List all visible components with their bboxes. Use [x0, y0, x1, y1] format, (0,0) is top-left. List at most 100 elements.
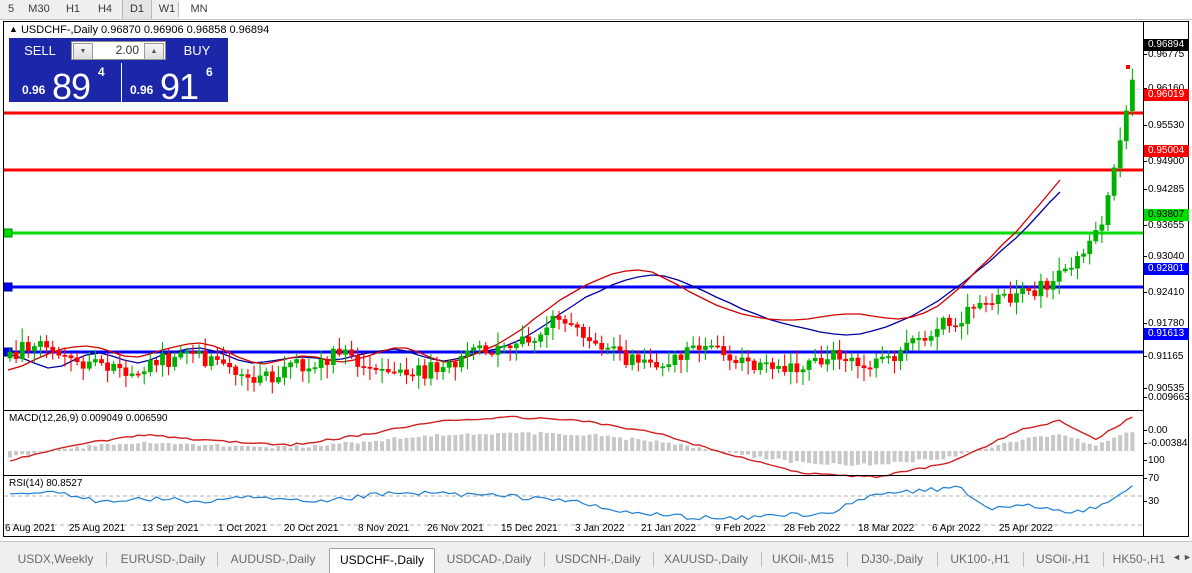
price-axis-label: 0.91780 — [1148, 318, 1185, 329]
volume-input[interactable]: ▼ 2.00 ▲ — [71, 41, 166, 60]
price-axis-label: 0.96160 — [1148, 83, 1184, 94]
date-axis-label: 8 Nov 2021 — [358, 523, 410, 534]
price-axis-label: 0.93040 — [1148, 251, 1185, 262]
timeframe-m30[interactable]: M30 — [28, 3, 50, 15]
timeframe-h4[interactable]: H4 — [97, 3, 113, 15]
tab-separator — [1023, 552, 1024, 567]
chart-tab-usoil-h1[interactable]: USOil-,H1 — [1035, 552, 1090, 566]
sell-price-main: 89 — [52, 66, 91, 102]
chart-tab-usdchf-daily[interactable]: USDCHF-,Daily — [329, 548, 435, 573]
chart-tab-usdcad-daily[interactable]: USDCAD-,Daily — [446, 552, 532, 566]
date-axis-label: 13 Sep 2021 — [142, 523, 199, 534]
price-axis-tick — [1144, 388, 1147, 389]
price-axis-level-label[interactable]: 0.92801 — [1144, 263, 1189, 275]
volume-decrement-button[interactable]: ▼ — [73, 43, 93, 60]
price-axis-tick — [1144, 161, 1147, 162]
date-axis-label: 25 Aug 2021 — [69, 523, 126, 534]
tab-separator — [1103, 552, 1104, 567]
price-axis-tick — [1144, 323, 1147, 324]
trade-panel-top-row: SELL ▼ 2.00 ▲ BUY — [9, 38, 228, 63]
price-axis-tick — [1144, 125, 1147, 126]
price-axis-tick — [1144, 292, 1147, 293]
toolbar-separator — [178, 2, 179, 17]
macd-panel-separator — [4, 410, 1143, 411]
price-axis-label: 0.93655 — [1148, 220, 1185, 231]
date-axis-label: 20 Oct 2021 — [284, 523, 339, 534]
price-axis-label: 0.90535 — [1148, 383, 1185, 394]
price-axis-level-label[interactable]: 0.93807 — [1144, 209, 1189, 221]
indicator-axis-tick — [1144, 430, 1147, 431]
price-axis-level-label[interactable]: 0.91613 — [1144, 328, 1189, 340]
volume-increment-button[interactable]: ▲ — [144, 43, 164, 60]
tab-separator — [544, 552, 545, 567]
chart-plot-area[interactable]: MACD(12,26,9) 0.009049 0.006590 RSI(14) … — [4, 22, 1143, 536]
date-axis-label: 26 Nov 2021 — [427, 523, 484, 534]
chart-tab-uk100-h1[interactable]: UK100-,H1 — [950, 552, 1010, 566]
date-axis-label: 25 Apr 2022 — [999, 523, 1053, 534]
rsi-series — [4, 485, 1143, 526]
chart-tab-eurusd-daily[interactable]: EURUSD-,Daily — [120, 552, 206, 566]
timeframe-toolbar: 5 M30 H1 H4 D1 W1 MN — [0, 0, 1192, 20]
sell-price-quote[interactable]: 0.96 89 4 — [14, 63, 122, 102]
sell-button-label[interactable]: SELL — [24, 43, 56, 58]
chart-tab-usdx-weekly[interactable]: USDX,Weekly — [17, 552, 94, 566]
volume-value: 2.00 — [115, 43, 139, 57]
indicator-axis-label: 0.00 — [1148, 425, 1168, 436]
price-axis-tick — [1144, 256, 1147, 257]
chart-tab-bar[interactable]: USDX,Weekly EURUSD-,Daily AUDUSD-,Daily USD… — [0, 541, 1192, 573]
sell-price-prefix: 0.96 — [22, 83, 46, 97]
buy-price-main: 91 — [160, 66, 199, 102]
tab-scroll-right-icon[interactable]: ► — [1183, 552, 1192, 562]
indicator-axis-tick — [1144, 443, 1147, 444]
timeframe-m5[interactable]: 5 — [7, 3, 15, 15]
tab-scroll-left-icon[interactable]: ◄ — [1172, 552, 1181, 562]
timeframe-mn[interactable]: MN — [190, 3, 208, 15]
price-axis-tick — [1144, 54, 1147, 55]
price-axis-tick — [1144, 356, 1147, 357]
candlestick-series — [7, 65, 1135, 394]
timeframe-d1[interactable]: D1 — [122, 0, 152, 19]
indicator-axis-tick — [1144, 478, 1147, 479]
rsi-panel-separator — [4, 475, 1143, 476]
indicator-axis-tick — [1144, 460, 1147, 461]
date-axis: 6 Aug 2021 25 Aug 2021 13 Sep 2021 1 Oct 20… — [3, 523, 1189, 540]
price-axis-label: 0.94900 — [1148, 156, 1185, 167]
moving-average-lines — [7, 179, 1061, 371]
date-axis-label: 28 Feb 2022 — [784, 523, 841, 534]
chart-window[interactable]: ▲ USDCHF-,Daily 0.96870 0.96906 0.96858 … — [3, 21, 1190, 537]
date-axis-label: 3 Jan 2022 — [575, 523, 625, 534]
price-axis-level-label[interactable]: 0.96019 — [1144, 89, 1189, 101]
chart-tab-xauusd-daily[interactable]: XAUUSD-,Daily — [663, 552, 748, 566]
chart-collapse-icon[interactable]: ▲ — [9, 24, 18, 34]
price-axis-label: 0.96775 — [1148, 49, 1185, 60]
timeframe-h1[interactable]: H1 — [65, 3, 81, 15]
indicator-axis-label: 0.009663 — [1148, 392, 1190, 403]
chart-canvas — [4, 65, 1143, 526]
date-axis-label: 21 Jan 2022 — [641, 523, 697, 534]
price-axis-level-label[interactable]: 0.95004 — [1144, 145, 1189, 157]
chart-title-text: USDCHF-,Daily 0.96870 0.96906 0.96858 0.… — [20, 24, 270, 36]
chart-tab-audusd-daily[interactable]: AUDUSD-,Daily — [230, 552, 316, 566]
date-axis-label: 9 Feb 2022 — [715, 523, 766, 534]
one-click-trading-panel[interactable]: SELL ▼ 2.00 ▲ BUY 0.96 89 4 0.96 91 6 — [9, 38, 228, 102]
price-axis-tick — [1144, 88, 1147, 89]
chart-tab-dj30-daily[interactable]: DJ30-,Daily — [860, 552, 923, 566]
price-axis-level-label[interactable]: 0.96894 — [1144, 39, 1189, 51]
buy-button-label[interactable]: BUY — [183, 43, 211, 58]
date-axis-label: 6 Apr 2022 — [932, 523, 981, 534]
tab-separator — [106, 552, 107, 567]
macd-series — [8, 415, 1135, 479]
price-axis-label: 0.91165 — [1148, 351, 1184, 362]
timeframe-w1[interactable]: W1 — [158, 3, 176, 15]
date-axis-label: 6 Aug 2021 — [5, 523, 56, 534]
toolbar-empty-area — [179, 0, 1192, 19]
chart-tab-hk50-h1[interactable]: HK50-,H1 — [1112, 552, 1166, 566]
level-lines — [4, 111, 1143, 357]
buy-price-quote[interactable]: 0.96 91 6 — [122, 63, 229, 102]
chart-tab-ukoil-m15[interactable]: UKOil-,M15 — [771, 552, 834, 566]
chart-tab-usdcnh-daily[interactable]: USDCNH-,Daily — [555, 552, 641, 566]
price-axis-label: 0.94285 — [1148, 184, 1185, 195]
macd-indicator-label: MACD(12,26,9) 0.009049 0.006590 — [9, 413, 168, 424]
indicator-axis-tick — [1144, 501, 1147, 502]
